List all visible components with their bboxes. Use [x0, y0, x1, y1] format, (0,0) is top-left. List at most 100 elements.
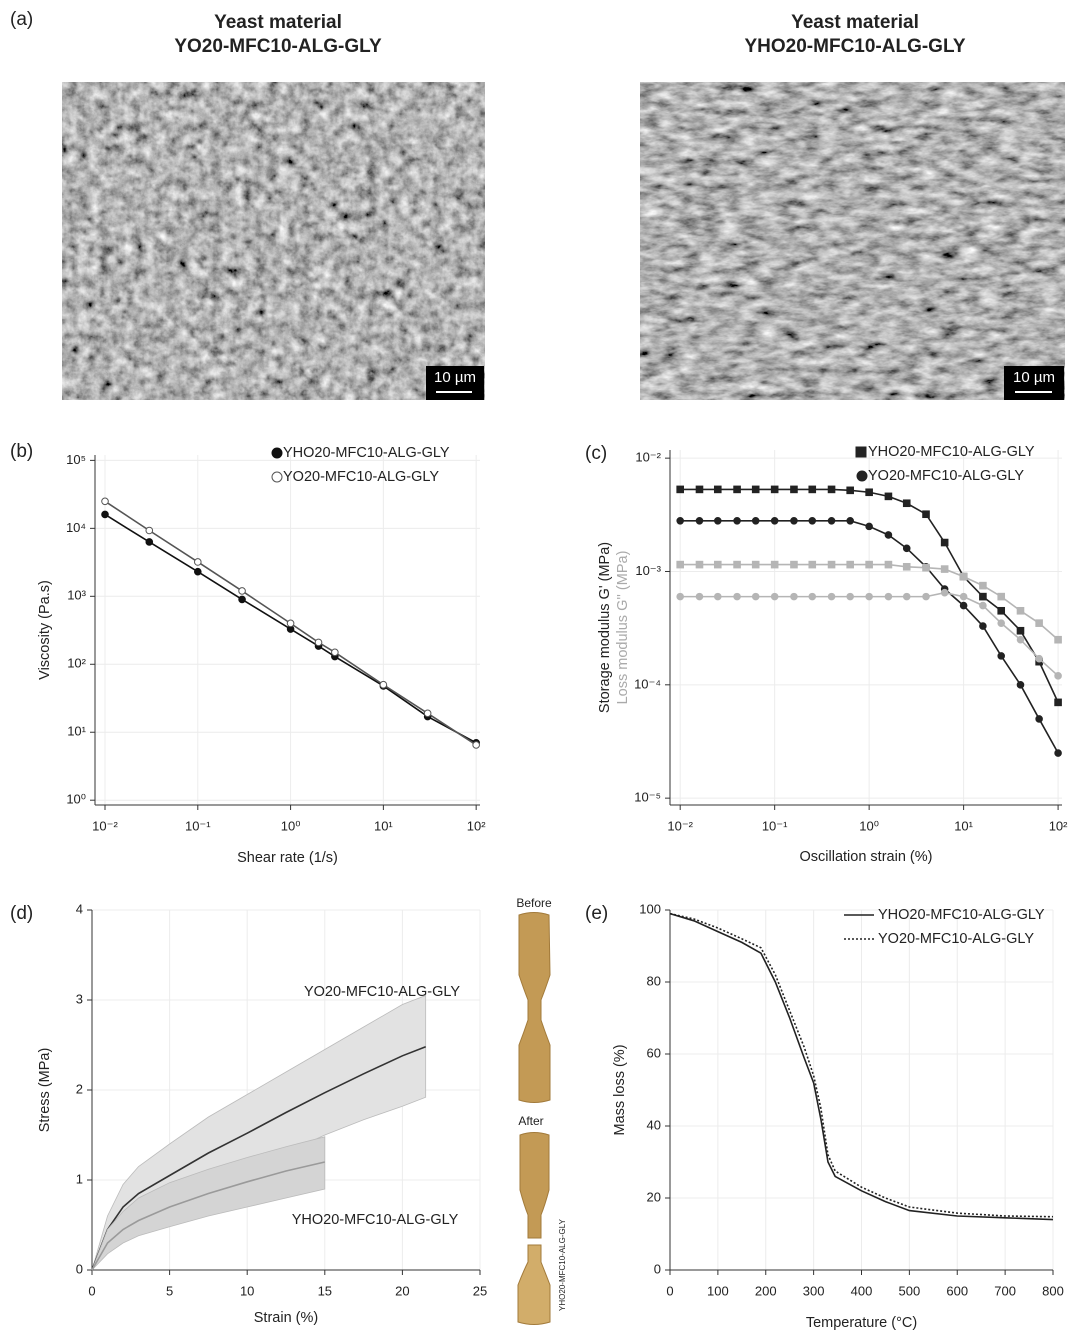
marker	[1054, 749, 1062, 757]
y-tick-label: 10⁵	[66, 452, 86, 467]
marker	[940, 565, 949, 573]
marker	[770, 560, 779, 569]
marker	[193, 558, 202, 566]
x-axis-label: Oscillation strain (%)	[800, 849, 933, 865]
marker	[790, 517, 798, 525]
marker	[979, 601, 987, 610]
marker	[472, 741, 480, 749]
marker	[884, 492, 893, 501]
marker	[713, 517, 722, 525]
marker	[865, 522, 873, 531]
marker	[314, 638, 323, 647]
y-tick-label: 4	[76, 901, 83, 916]
marker	[193, 567, 202, 576]
y-tick-label: 60	[647, 1045, 661, 1060]
scale-bar-label: 10 µm	[1013, 369, 1055, 386]
marker	[713, 485, 722, 494]
marker	[959, 592, 968, 601]
marker	[997, 619, 1006, 627]
annotation: YO20-MFC10-ALG-GLY	[304, 984, 460, 1000]
marker	[286, 619, 295, 628]
y-axis-label: Loss modulus G'' (MPa)	[615, 551, 631, 705]
marker	[770, 592, 779, 601]
marker	[145, 526, 154, 535]
marker	[751, 592, 760, 601]
panel-label: (c)	[585, 443, 607, 464]
marker	[997, 592, 1006, 601]
photo-label: Before	[516, 896, 552, 910]
marker	[101, 497, 109, 506]
y-tick-label: 10¹	[67, 724, 86, 739]
x-tick-label: 0	[666, 1283, 673, 1298]
marker	[238, 595, 246, 604]
y-tick-label: 10³	[67, 588, 86, 603]
marker	[922, 592, 930, 601]
marker	[1016, 606, 1025, 615]
sem-image	[640, 82, 1065, 400]
marker	[808, 517, 817, 525]
marker	[713, 560, 722, 569]
y-tick-label: 10⁻³	[635, 563, 661, 578]
marker	[331, 648, 339, 657]
marker	[238, 587, 246, 595]
marker	[751, 485, 760, 494]
marker	[827, 592, 836, 601]
image-title: Yeast material	[214, 12, 342, 33]
marker	[808, 592, 817, 601]
marker	[865, 560, 873, 569]
marker	[827, 560, 836, 569]
marker	[865, 592, 873, 601]
legend-marker	[271, 447, 283, 459]
marker	[379, 680, 388, 689]
marker	[1016, 681, 1025, 689]
marker	[1054, 635, 1062, 644]
marker	[997, 606, 1006, 615]
marker	[676, 485, 684, 494]
marker	[846, 517, 854, 525]
marker	[959, 572, 968, 581]
y-tick-label: 20	[647, 1189, 661, 1204]
marker	[979, 622, 987, 630]
y-tick-label: 0	[76, 1261, 83, 1276]
marker	[902, 499, 911, 508]
y-tick-label: 10⁻⁵	[634, 790, 661, 805]
marker	[884, 531, 893, 539]
marker	[713, 592, 722, 601]
legend-label: YO20-MFC10-ALG-GLY	[868, 468, 1024, 484]
x-tick-label: 10¹	[954, 818, 973, 833]
series-line	[91, 1161, 325, 1271]
series-line	[669, 912, 1054, 1218]
scale-bar-box	[1004, 366, 1064, 400]
x-tick-label: 700	[994, 1283, 1016, 1298]
marker	[997, 652, 1006, 660]
legend-marker	[855, 446, 867, 458]
legend-label: YO20-MFC10-ALG-GLY	[878, 931, 1034, 947]
y-axis-label: Stress (MPa)	[37, 1048, 53, 1133]
marker	[676, 517, 684, 525]
x-tick-label: 25	[473, 1283, 487, 1298]
marker	[751, 560, 760, 569]
y-tick-label: 100	[639, 901, 661, 916]
marker	[808, 560, 817, 569]
x-tick-label: 400	[851, 1283, 873, 1298]
y-tick-label: 1	[76, 1171, 83, 1186]
x-tick-label: 300	[803, 1283, 825, 1298]
x-tick-label: 10⁻²	[92, 818, 118, 833]
y-axis-label: Mass loss (%)	[612, 1044, 628, 1135]
marker	[733, 485, 741, 494]
y-tick-label: 10⁴	[66, 520, 86, 535]
marker	[1035, 619, 1043, 627]
x-tick-label: 20	[395, 1283, 409, 1298]
marker	[101, 510, 109, 519]
error-band	[91, 1136, 326, 1271]
photo-label: YHO20-MFC10-ALG-GLY	[558, 1218, 567, 1311]
specimen-before	[518, 912, 551, 1103]
series-line	[669, 912, 1054, 1221]
x-tick-label: 5	[166, 1283, 173, 1298]
x-tick-label: 10⁰	[281, 818, 301, 833]
marker	[979, 592, 987, 601]
marker	[1054, 672, 1062, 680]
x-tick-label: 15	[318, 1283, 332, 1298]
x-tick-label: 10¹	[374, 818, 393, 833]
